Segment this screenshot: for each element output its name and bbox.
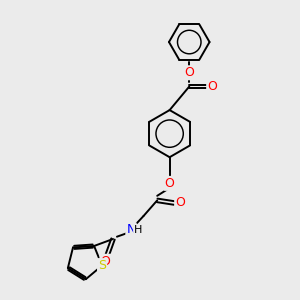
Text: S: S [98, 259, 106, 272]
Text: H: H [134, 225, 142, 235]
Text: O: O [165, 177, 175, 190]
Text: O: O [207, 80, 217, 93]
Text: O: O [100, 255, 110, 268]
Text: N: N [126, 223, 136, 236]
Text: O: O [175, 196, 185, 209]
Text: O: O [184, 66, 194, 79]
